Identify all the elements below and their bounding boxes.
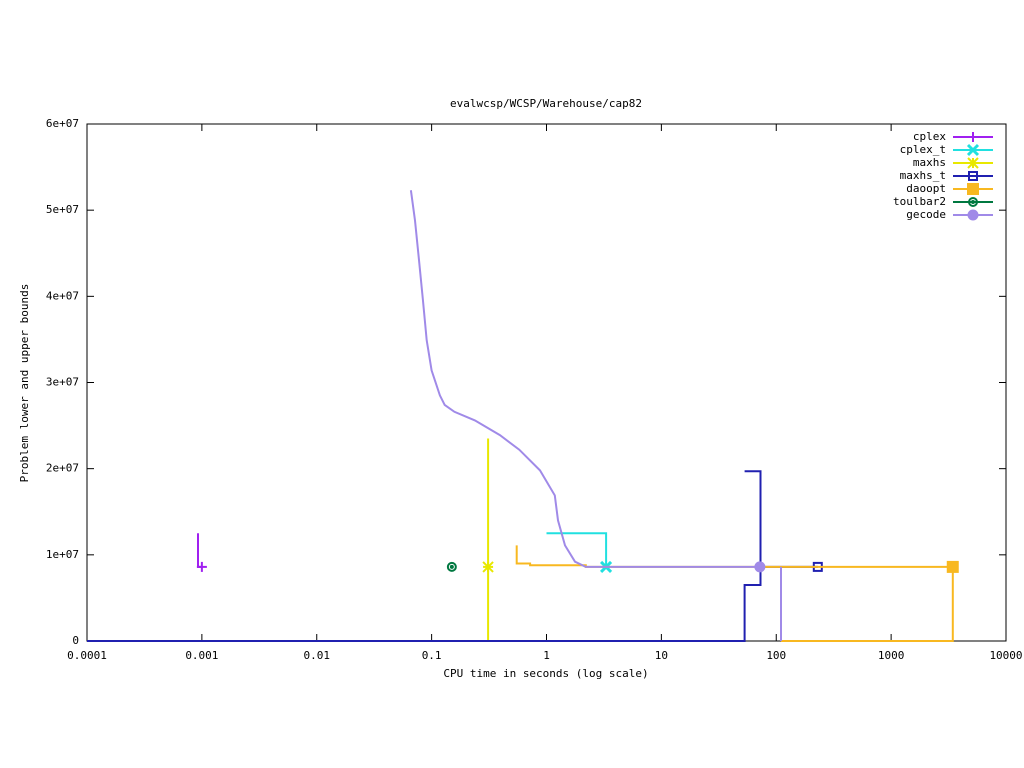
- legend-label: maxhs_t: [900, 169, 946, 182]
- x-tick-label: 1000: [878, 649, 905, 662]
- marker-part: [754, 561, 766, 573]
- series-marker: [196, 561, 207, 572]
- x-tick-label: 1: [543, 649, 550, 662]
- series-line: [546, 532, 608, 567]
- x-tick-label: 0.0001: [67, 649, 107, 662]
- y-tick-label: 4e+07: [46, 289, 79, 302]
- marker-part: [968, 197, 978, 207]
- x-tick-label: 10000: [989, 649, 1022, 662]
- y-tick-label: 0: [72, 634, 79, 647]
- y-axis-label: Problem lower and upper bounds: [18, 284, 31, 483]
- legend-label: cplex: [913, 130, 946, 143]
- legend-marker: [968, 171, 978, 181]
- legend-label: gecode: [906, 208, 946, 221]
- legend-marker: [967, 183, 979, 195]
- marker-part: [967, 157, 979, 169]
- legend-label: cplex_t: [900, 143, 946, 156]
- legend-marker: [967, 209, 979, 221]
- legend-label: toulbar2: [893, 195, 946, 208]
- legend-marker: [968, 197, 978, 207]
- x-tick-label: 10: [655, 649, 668, 662]
- marker-part: [967, 183, 979, 195]
- series-marker: [446, 561, 457, 572]
- marker-part: [446, 561, 457, 572]
- y-tick-label: 2e+07: [46, 462, 79, 475]
- marker-part: [966, 143, 980, 157]
- legend-label: maxhs: [913, 156, 946, 169]
- legend-marker: [968, 132, 978, 142]
- x-tick-label: 0.1: [422, 649, 442, 662]
- y-tick-label: 6e+07: [46, 117, 79, 130]
- marker-part: [967, 209, 979, 221]
- x-tick-label: 100: [766, 649, 786, 662]
- legend-marker: [967, 157, 979, 169]
- marker-part: [449, 564, 454, 569]
- marker-part: [482, 561, 494, 573]
- marker-part: [946, 560, 959, 573]
- series-marker: [754, 561, 766, 573]
- marker-part: [971, 200, 975, 204]
- marker-part: [968, 171, 978, 181]
- series-line: [409, 190, 782, 641]
- y-tick-label: 5e+07: [46, 203, 79, 216]
- legend-label: daoopt: [906, 182, 946, 195]
- series-marker: [482, 561, 494, 573]
- series-marker: [946, 560, 959, 573]
- legend-marker: [966, 143, 980, 157]
- y-tick-label: 3e+07: [46, 376, 79, 389]
- y-tick-label: 1e+07: [46, 548, 79, 561]
- x-tick-label: 0.01: [304, 649, 331, 662]
- chart-title: evalwcsp/WCSP/Warehouse/cap82: [450, 97, 642, 110]
- x-tick-label: 0.001: [185, 649, 218, 662]
- x-axis-label: CPU time in seconds (log scale): [443, 667, 648, 680]
